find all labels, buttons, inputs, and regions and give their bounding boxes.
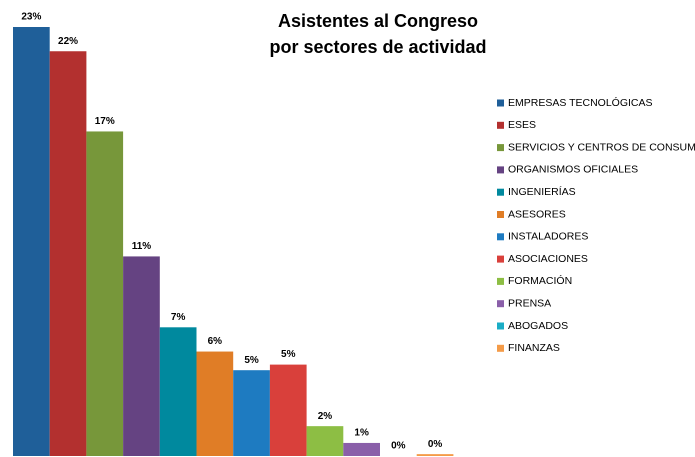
legend-label: PRENSA	[508, 297, 551, 309]
bar	[49, 51, 87, 456]
legend-swatch	[497, 233, 504, 241]
legend-swatch	[497, 166, 504, 174]
bar	[343, 442, 380, 456]
bar	[196, 351, 234, 456]
data-label: 1%	[354, 428, 369, 439]
legend-swatch	[497, 99, 504, 107]
legend-label: ABOGADOS	[508, 320, 568, 332]
data-label: 23%	[21, 12, 41, 23]
bar	[306, 426, 344, 456]
legend-swatch	[497, 255, 504, 263]
legend-label: ORGANISMOS OFICIALES	[508, 164, 638, 176]
legend-label: INGENIERÍAS	[508, 185, 576, 198]
data-label: 0%	[428, 439, 443, 450]
data-label: 17%	[95, 116, 115, 127]
legend-label: FORMACIÓN	[508, 274, 572, 287]
legend-label: SERVICIOS Y CENTROS DE CONSUMO	[508, 141, 695, 153]
data-label: 6%	[208, 336, 223, 347]
bar	[13, 27, 50, 456]
legend-swatch	[497, 344, 504, 352]
legend-swatch	[497, 211, 504, 218]
legend-label: ASESORES	[508, 208, 566, 220]
legend-swatch	[497, 188, 504, 196]
data-label: 5%	[244, 355, 259, 366]
bar	[416, 454, 454, 456]
legend-label: ASOCIACIONES	[508, 253, 588, 265]
bar	[123, 256, 160, 456]
legend-swatch	[497, 300, 504, 308]
legend-swatch	[497, 322, 504, 330]
legend-label: FINANZAS	[508, 342, 560, 354]
chart-title: Asistentes al Congreso	[278, 11, 478, 31]
data-label: 2%	[318, 411, 333, 422]
legend-swatch	[497, 277, 504, 285]
data-label: 0%	[391, 441, 406, 452]
legend-label: ESES	[508, 119, 536, 131]
bar	[269, 364, 307, 456]
legend-swatch	[497, 144, 504, 152]
data-label: 7%	[171, 312, 186, 323]
bar	[159, 327, 197, 456]
chart-title: por sectores de actividad	[269, 37, 486, 57]
data-label: 11%	[132, 241, 152, 252]
bar	[233, 370, 270, 456]
legend-swatch	[497, 121, 504, 129]
data-label: 22%	[58, 36, 78, 47]
bar	[86, 131, 124, 456]
legend-label: EMPRESAS TECNOLÓGICAS	[508, 96, 653, 109]
legend-label: INSTALADORES	[508, 231, 588, 243]
data-label: 5%	[281, 349, 296, 360]
